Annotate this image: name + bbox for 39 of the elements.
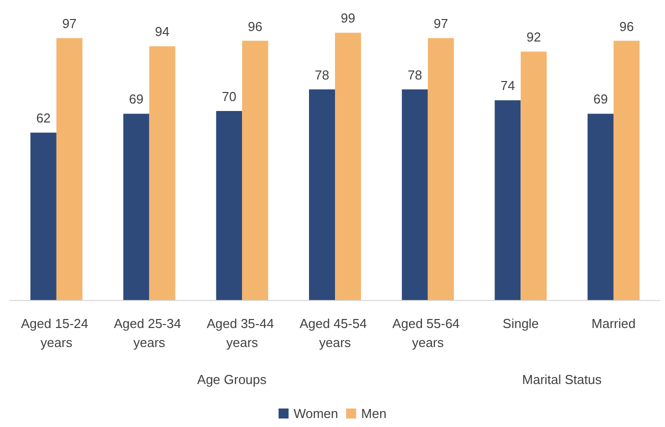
data-label: 74: [500, 78, 515, 94]
data-label: 92: [526, 30, 541, 45]
data-label: 70: [222, 89, 236, 104]
data-label: 78: [314, 67, 330, 82]
bar: [149, 46, 176, 300]
data-label: 96: [619, 18, 634, 34]
bar: [30, 132, 56, 300]
x-tick-label: Single: [502, 316, 539, 331]
x-tick-label: Aged 55-64 years: [392, 316, 464, 350]
bar: [402, 89, 428, 300]
x-tick-label: Aged 15-24 years: [21, 316, 92, 350]
bar: [216, 111, 242, 300]
data-label: 62: [36, 110, 51, 126]
data-label: 94: [155, 24, 170, 40]
data-label: 97: [434, 16, 448, 32]
bar: [56, 38, 82, 300]
bar: [123, 114, 150, 300]
data-label: 97: [62, 16, 77, 32]
x-tick-label: Aged 25-34 years: [114, 316, 185, 350]
bar: [242, 40, 268, 300]
bar: [335, 32, 361, 300]
text: Age Groups: [197, 372, 268, 387]
data-label: 78: [408, 67, 422, 82]
data-label: 96: [248, 18, 262, 34]
x-tick-label: Aged 35-44 years: [206, 316, 278, 350]
bar: [494, 100, 521, 300]
bar: [614, 40, 640, 300]
legend-label: Women: [294, 406, 338, 421]
x-tick-label: Married: [592, 316, 636, 331]
bar: [309, 89, 335, 300]
bar: [588, 114, 614, 300]
legend-label: Men: [361, 406, 386, 421]
data-label: 69: [593, 92, 608, 107]
data-label: 99: [340, 10, 356, 26]
x-tick-label: Aged 45-54 years: [300, 316, 370, 350]
bar: [428, 38, 454, 300]
data-label: 69: [129, 92, 144, 107]
text: Marital Status: [522, 372, 602, 387]
bar: [520, 52, 547, 300]
